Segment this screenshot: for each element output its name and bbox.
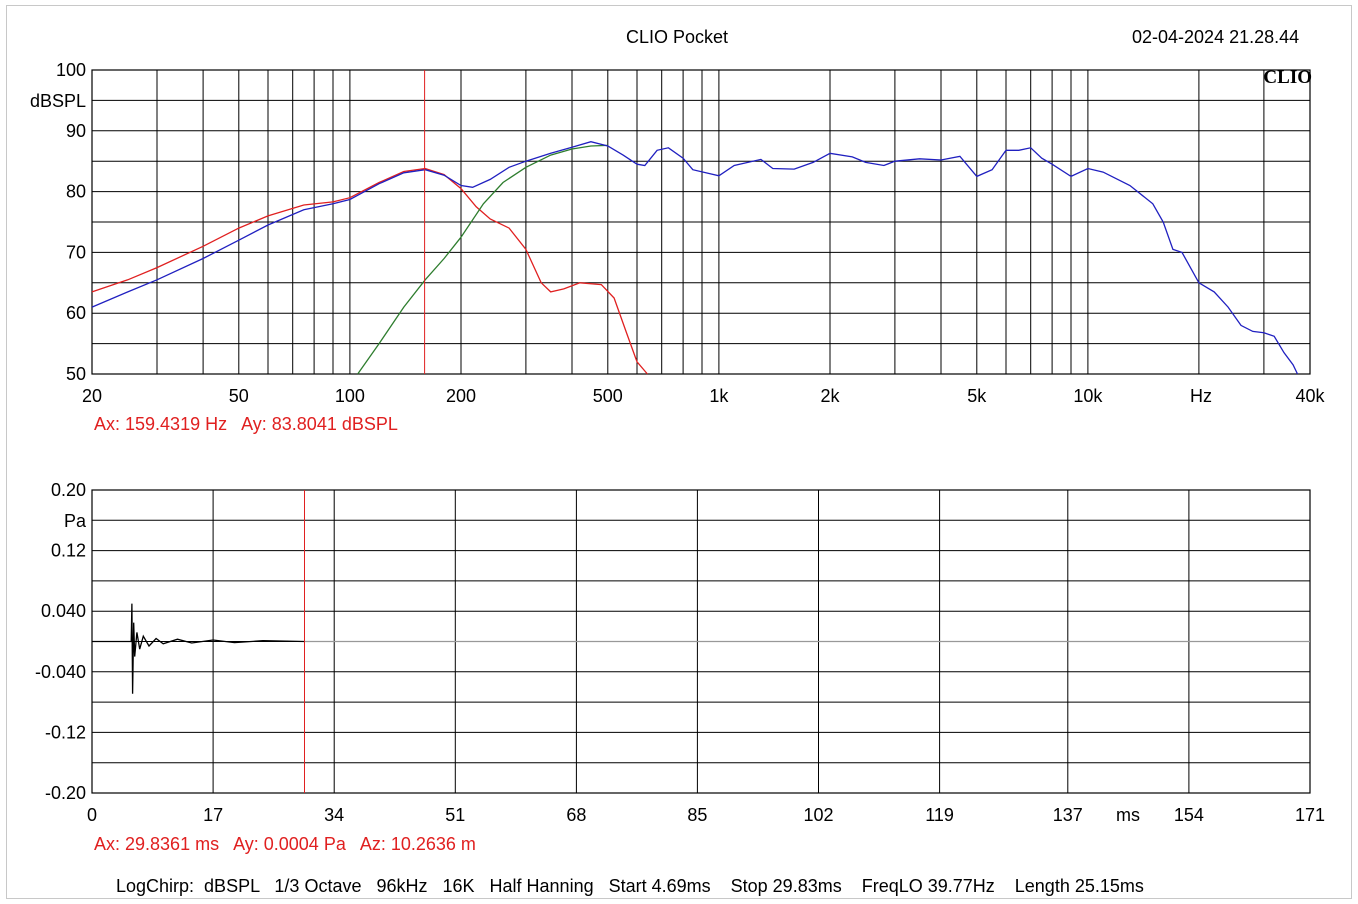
time-tick-label: 119: [925, 805, 954, 825]
freq-tick-label: 10k: [1073, 386, 1103, 406]
freq-tick-label: 2k: [820, 386, 840, 406]
freq-tick-label: 50: [229, 386, 249, 406]
time-tick-label: 171: [1295, 805, 1325, 825]
timestamp: 02-04-2024 21.28.44: [1132, 27, 1300, 47]
y-unit-label: Pa: [64, 511, 87, 531]
time-tick-label: 34: [324, 805, 344, 825]
time-tick-label: 102: [803, 805, 833, 825]
frequency-cursor-readout: Ax: 159.4319 Hz Ay: 83.8041 dBSPL: [94, 414, 398, 434]
level-tick-label: 70: [66, 242, 86, 262]
pressure-tick-label: 0.12: [51, 541, 86, 561]
level-tick-label: 80: [66, 182, 86, 202]
time-tick-label: 17: [203, 805, 223, 825]
time-tick-label: 85: [687, 805, 707, 825]
time-tick-label: 51: [445, 805, 465, 825]
response-plot-frame: [91, 69, 1311, 375]
time-tick-label: 154: [1174, 805, 1204, 825]
level-tick-label: 50: [66, 364, 86, 384]
measurement-settings: LogChirp: dBSPL 1/3 Octave 96kHz 16K Hal…: [116, 876, 1144, 896]
level-tick-label: 60: [66, 303, 86, 323]
y-unit-label: dBSPL: [30, 91, 86, 111]
time-tick-label: 68: [566, 805, 586, 825]
freq-tick-label: 5k: [967, 386, 987, 406]
response-curve-2: [357, 144, 608, 375]
app-title: CLIO Pocket: [626, 27, 729, 47]
x-unit-label: ms: [1116, 805, 1140, 825]
window-frame: [6, 5, 1352, 899]
pressure-tick-label: 0.040: [41, 601, 86, 621]
freq-tick-label: 200: [446, 386, 476, 406]
impulse-trace-1: [92, 603, 305, 694]
freq-tick-label: 40k: [1295, 386, 1325, 406]
response-curve-1: [91, 167, 648, 375]
level-tick-label: 100: [56, 60, 86, 80]
pressure-tick-label: -0.20: [45, 783, 86, 803]
x-unit-label: Hz: [1190, 386, 1212, 406]
clio-logo: CLIO: [1263, 67, 1312, 88]
time-cursor-readout: Ax: 29.8361 ms Ay: 0.0004 Pa Az: 10.2636…: [94, 834, 476, 854]
time-tick-label: 0: [87, 805, 97, 825]
freq-tick-label: 100: [335, 386, 365, 406]
freq-tick-label: 1k: [709, 386, 729, 406]
level-tick-label: 90: [66, 121, 86, 141]
pressure-tick-label: 0.20: [51, 480, 86, 500]
time-tick-label: 137: [1053, 805, 1083, 825]
freq-tick-label: 20: [82, 386, 102, 406]
pressure-tick-label: -0.12: [45, 722, 86, 742]
pressure-tick-label: -0.040: [35, 662, 86, 682]
response-curve-3: [91, 141, 1299, 375]
freq-tick-label: 500: [593, 386, 623, 406]
